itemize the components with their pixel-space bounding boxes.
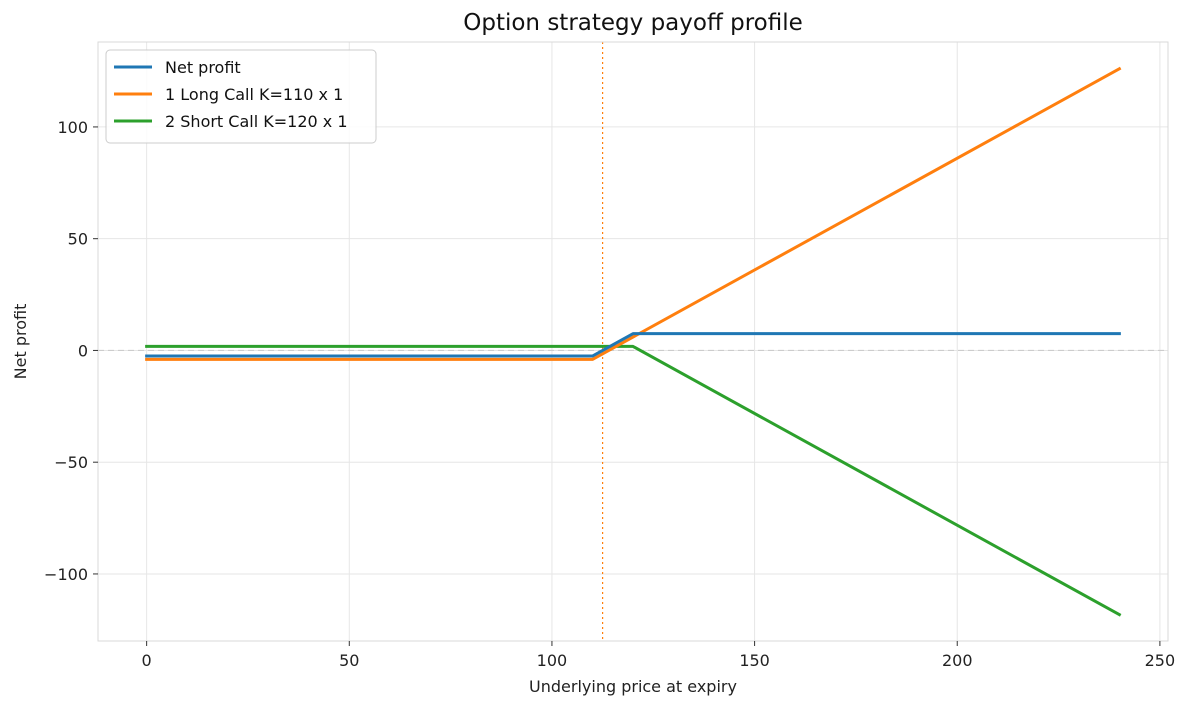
- x-tick-label: 0: [142, 651, 152, 670]
- y-tick-label: −100: [44, 565, 88, 584]
- series-line-2: [145, 66, 1122, 361]
- x-axis-label: Underlying price at expiry: [529, 677, 737, 696]
- y-tick-label: 100: [57, 118, 88, 137]
- series-lines: [145, 66, 1122, 617]
- x-tick-label: 150: [739, 651, 770, 670]
- y-tick-label: −50: [54, 453, 88, 472]
- legend-entry-label: Net profit: [165, 58, 241, 77]
- chart-title: Option strategy payoff profile: [463, 10, 803, 36]
- x-tick-label: 200: [942, 651, 973, 670]
- plot-frame: [97, 41, 1169, 642]
- x-tick-label: 50: [339, 651, 359, 670]
- y-tick-label: 0: [78, 341, 88, 360]
- reference-lines: [98, 42, 1168, 641]
- series-line-1: [145, 332, 1121, 358]
- y-axis-ticks: −100 −50 0 50 100: [44, 118, 98, 584]
- x-tick-label: 250: [1145, 651, 1176, 670]
- x-axis-ticks: 0 50 100 150 200 250: [142, 641, 1176, 670]
- legend-box: [105, 49, 377, 144]
- y-tick-label: 50: [68, 230, 88, 249]
- legend-entry-label: 2 Short Call K=120 x 1: [165, 112, 348, 131]
- series-line-3: [145, 344, 1122, 617]
- x-tick-label: 100: [537, 651, 568, 670]
- legend: Net profit 1 Long Call K=110 x 1 2 Short C…: [105, 49, 377, 144]
- y-axis-label: Net profit: [11, 304, 30, 380]
- legend-entry-label: 1 Long Call K=110 x 1: [165, 85, 343, 104]
